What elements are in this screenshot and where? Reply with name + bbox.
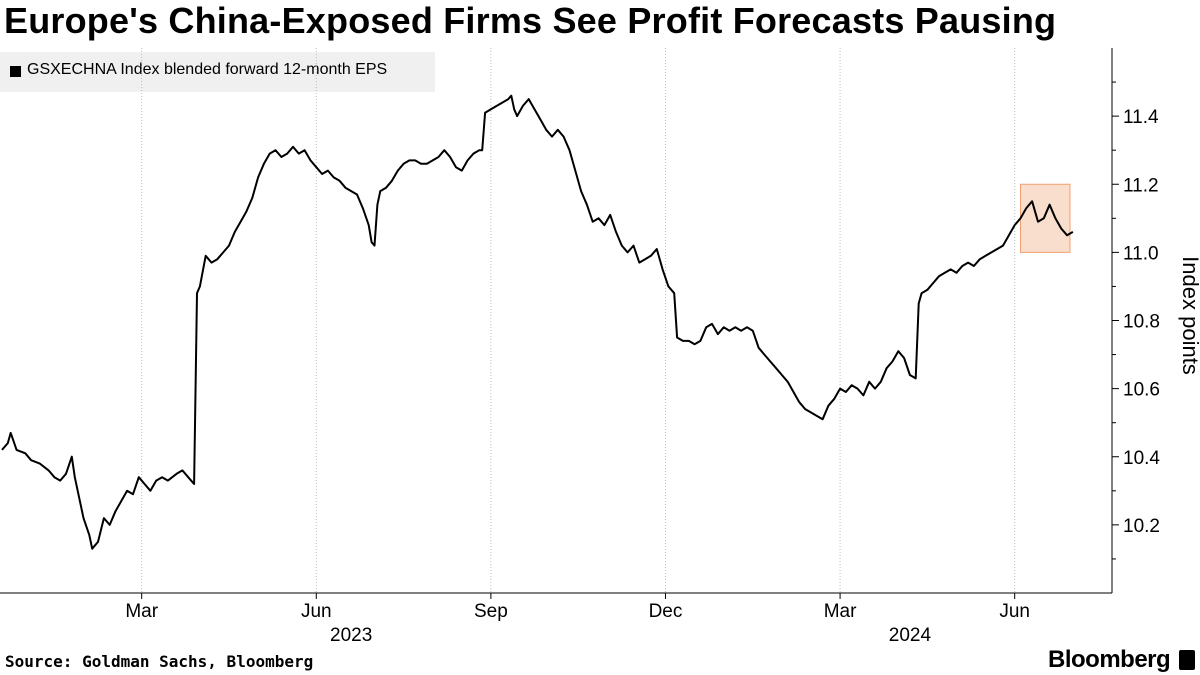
x-tick-label: Sep xyxy=(474,601,508,622)
logo-badge-icon xyxy=(1179,650,1195,670)
x-tick-label: Jun xyxy=(301,601,332,622)
x-tick-label: Jun xyxy=(999,601,1030,622)
x-tick-label: Mar xyxy=(125,601,158,622)
y-axis-title: Index points xyxy=(1178,256,1200,375)
series-line xyxy=(1,94,1074,550)
y-tick-label: 11.0 xyxy=(1123,243,1159,264)
source-note: Source: Goldman Sachs, Bloomberg xyxy=(5,652,314,671)
x-tick-label: Mar xyxy=(824,601,857,622)
x-year-label: 2023 xyxy=(330,625,372,646)
y-tick-label: 10.4 xyxy=(1123,448,1160,469)
legend-label: GSXECHNA Index blended forward 12-month … xyxy=(27,61,388,78)
highlight-box xyxy=(1020,183,1071,253)
legend xyxy=(0,52,435,92)
legend-swatch xyxy=(10,66,21,77)
x-tick-label: Dec xyxy=(649,601,683,622)
y-tick-label: 10.2 xyxy=(1123,516,1160,537)
bloomberg-logo: Bloomberg xyxy=(1048,646,1171,673)
y-tick-label: 10.8 xyxy=(1123,312,1160,333)
x-year-label: 2024 xyxy=(889,625,932,646)
chart-title: Europe's China-Exposed Firms See Profit … xyxy=(4,0,1057,41)
y-tick-label: 10.6 xyxy=(1123,380,1160,401)
y-tick-label: 11.4 xyxy=(1123,107,1159,128)
y-tick-label: 11.2 xyxy=(1123,175,1159,196)
